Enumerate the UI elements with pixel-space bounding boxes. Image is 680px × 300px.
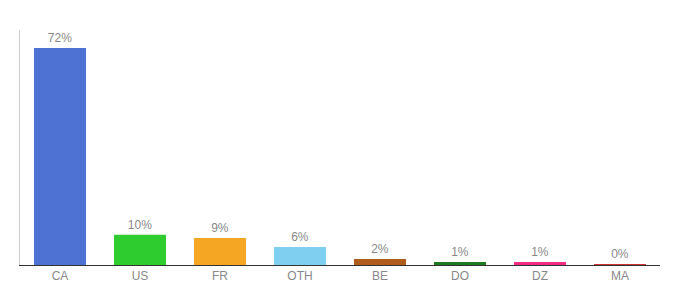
svg-text:0%: 0% [611, 247, 629, 261]
svg-text:OTH: OTH [287, 269, 312, 283]
svg-text:US: US [132, 269, 149, 283]
svg-text:BE: BE [372, 269, 388, 283]
svg-text:1%: 1% [531, 245, 549, 259]
svg-text:72%: 72% [48, 31, 72, 45]
svg-text:FR: FR [212, 269, 228, 283]
svg-text:MA: MA [611, 269, 629, 283]
svg-text:2%: 2% [371, 242, 389, 256]
svg-text:6%: 6% [291, 230, 309, 244]
svg-text:DO: DO [451, 269, 469, 283]
svg-text:9%: 9% [211, 221, 229, 235]
svg-text:10%: 10% [128, 218, 152, 232]
svg-text:DZ: DZ [532, 269, 548, 283]
svg-text:1%: 1% [451, 245, 469, 259]
svg-text:CA: CA [52, 269, 69, 283]
